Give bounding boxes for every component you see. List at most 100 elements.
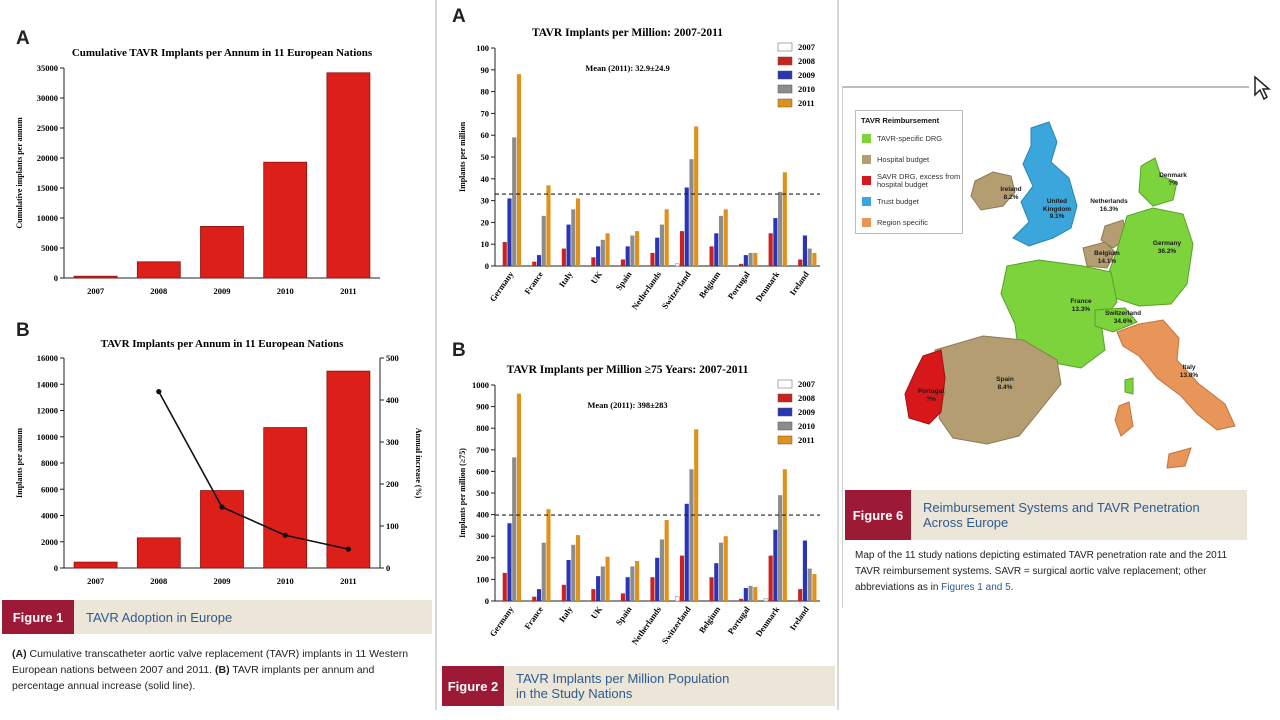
map-legend-item: Hospital budget [856, 149, 962, 170]
figure-2-caption-bar: Figure 2 TAVR Implants per Million Popul… [442, 666, 835, 706]
y2-tick-label: 200 [386, 479, 399, 489]
bar [709, 246, 714, 266]
bar [659, 224, 664, 266]
y2-axis-label: Annual increase (%) [414, 428, 423, 499]
map-label-ireland: Ireland 8.2% [1000, 186, 1022, 201]
bar [798, 589, 803, 601]
y2-tick-label: 400 [386, 395, 399, 405]
y2-tick-label: 500 [386, 353, 399, 363]
implants-per-million-75-chart: TAVR Implants per Million ≥75 Years: 200… [458, 364, 820, 647]
y-axis-label: Implants per annum [15, 428, 24, 498]
figure-6-panel: TAVR Reimbursement TAVR-specific DRG Hosp… [842, 86, 1249, 608]
x-tick-label: 2007 [87, 576, 105, 586]
bar [546, 509, 551, 601]
bar [739, 263, 744, 266]
y-axis-label: Implants per million [458, 121, 467, 192]
x-tick-label: Italy [557, 604, 575, 624]
y-tick-label: 30 [481, 196, 490, 206]
y-tick-label: 900 [476, 402, 489, 412]
y-tick-label: 80 [481, 87, 490, 97]
y-tick-label: 20000 [37, 153, 58, 163]
bar [326, 370, 371, 569]
legend-swatch [777, 407, 793, 417]
y2-tick-label: 100 [386, 521, 399, 531]
bar [812, 574, 817, 601]
line-point [282, 532, 288, 538]
y-tick-label: 90 [481, 65, 490, 75]
bar [812, 252, 817, 266]
bar [768, 233, 773, 266]
bar [512, 137, 517, 266]
annual-implants-chart: TAVR Implants per Annum in 11 European N… [15, 338, 423, 586]
x-tick-label: France [522, 604, 545, 631]
map-sardinia [1114, 401, 1134, 437]
bar [782, 469, 787, 601]
bar [591, 257, 596, 266]
map-spain [934, 335, 1062, 445]
legend-swatch [777, 393, 793, 403]
bar [566, 224, 571, 266]
y-tick-label: 300 [476, 531, 489, 541]
implants-per-million-chart: TAVR Implants per Million: 2007-2011 Mean… [458, 27, 820, 312]
bar [635, 561, 640, 601]
bar [512, 457, 517, 601]
legend-label: 2010 [798, 421, 815, 431]
bar [536, 255, 542, 266]
bar [709, 577, 714, 601]
bar [605, 233, 610, 266]
bar [743, 255, 748, 266]
map-corsica [1124, 377, 1134, 395]
x-tick-label: 2011 [340, 576, 357, 586]
map-label-netherlands: Netherlands 16.3% [1090, 198, 1128, 213]
bar [575, 198, 581, 266]
bar [507, 523, 512, 601]
bar [507, 198, 512, 266]
bar [600, 566, 605, 601]
bar [753, 252, 758, 266]
figure-6-caption-link[interactable]: Figures 1 and 5 [941, 582, 1011, 593]
bar [679, 555, 685, 601]
bar [516, 74, 521, 266]
legend-swatch [862, 134, 871, 143]
map-italy [1116, 319, 1236, 431]
bar [659, 539, 664, 601]
chart-title: TAVR Implants per Million ≥75 Years: 200… [507, 364, 749, 376]
bar [748, 252, 753, 266]
y-tick-label: 8000 [41, 458, 58, 468]
figure-1-caption-bar: Figure 1 TAVR Adoption in Europe [2, 600, 432, 634]
figure-2-panel: A B TAVR Implants per Million: 2007-2011… [437, 0, 837, 708]
legend-swatch [777, 56, 793, 66]
bar [773, 529, 778, 601]
bar [502, 572, 507, 601]
y-tick-label: 35000 [37, 63, 58, 73]
bar [263, 161, 308, 279]
y-tick-label: 25000 [37, 123, 58, 133]
mouse-cursor-icon [1254, 75, 1271, 101]
x-tick-label: UK [589, 604, 605, 620]
bar [600, 239, 605, 266]
y-tick-label: 200 [476, 553, 489, 563]
x-tick-label: Spain [613, 604, 633, 627]
map-label-france: France 13.3% [1070, 298, 1092, 313]
y-tick-label: 400 [476, 510, 489, 520]
figure-2-title-line-1: TAVR Implants per Million Population [516, 671, 730, 686]
y-tick-label: 14000 [37, 379, 58, 389]
bar [694, 126, 699, 266]
y-tick-label: 10 [481, 239, 490, 249]
x-tick-label: 2008 [150, 286, 167, 296]
figure-1-tag: Figure 1 [2, 600, 74, 634]
caption-text-a: Cumulative transcatheter aortic valve re… [12, 648, 409, 676]
x-tick-label: 2009 [214, 576, 231, 586]
bar [768, 555, 773, 601]
bar [541, 215, 546, 266]
legend-label: 2008 [798, 393, 815, 403]
map-legend-item: Region specific [856, 212, 962, 233]
bar [575, 535, 581, 601]
bar [782, 172, 787, 266]
legend-swatch [777, 421, 793, 431]
panel-letter-a: A [452, 6, 466, 27]
map-label-denmark: Denmark ?% [1159, 172, 1187, 187]
legend-label: 2007 [798, 379, 816, 389]
bar [778, 191, 783, 266]
y-tick-label: 0 [54, 273, 58, 283]
